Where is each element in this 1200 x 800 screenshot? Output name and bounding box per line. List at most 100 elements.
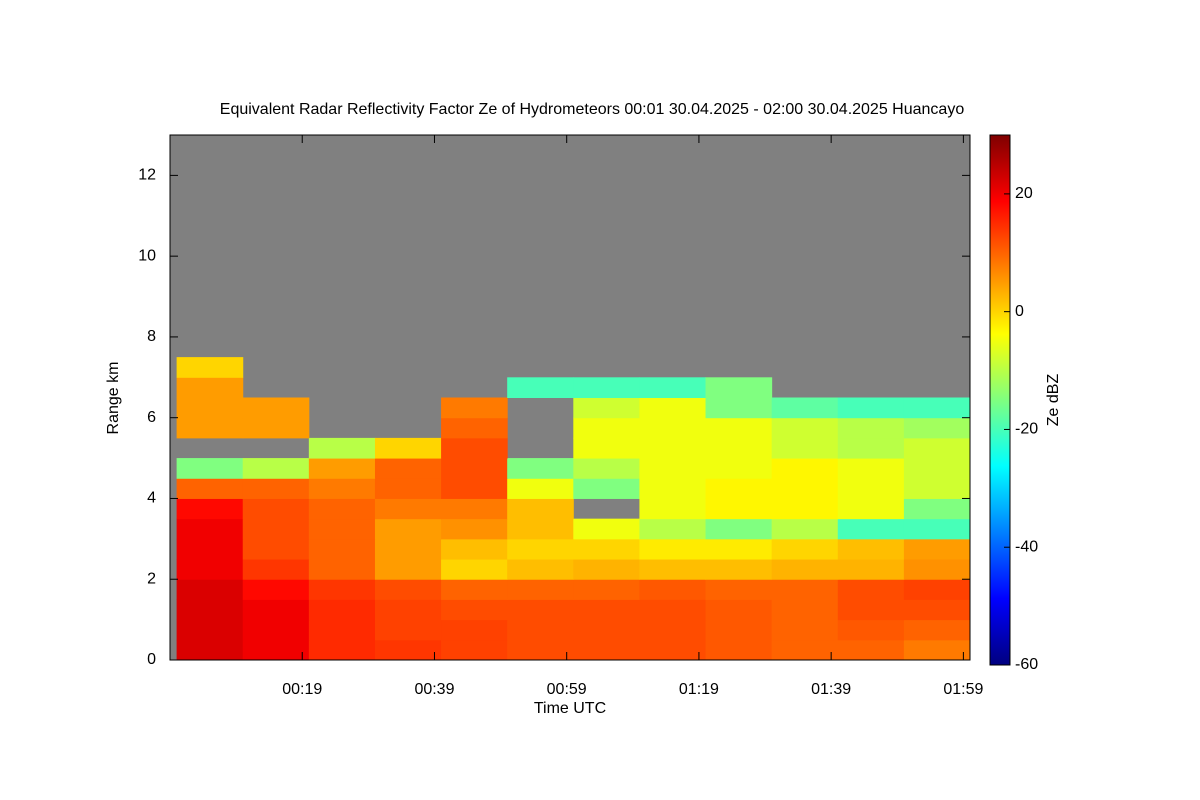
colorbar-tick-label: 0 (1015, 303, 1024, 320)
heatmap-cell (441, 518, 508, 540)
heatmap-cell (507, 619, 574, 641)
heatmap-cell (176, 357, 244, 378)
heatmap-cell (837, 417, 905, 439)
heatmap-cell (308, 538, 376, 560)
heatmap-cell (374, 619, 442, 641)
heatmap-cell (705, 559, 773, 580)
y-tick-label: 0 (147, 651, 156, 668)
colorbar-tick-label: -40 (1015, 538, 1038, 555)
heatmap-cell (242, 579, 310, 600)
heatmap-cell (705, 599, 773, 621)
heatmap-cell (242, 478, 310, 499)
heatmap-cell (771, 538, 839, 560)
heatmap-cell (441, 397, 508, 419)
x-axis-label: Time UTC (534, 700, 606, 717)
colorbar-tick-label: 20 (1015, 185, 1033, 202)
heatmap-cell (639, 538, 707, 560)
colorbar (989, 134, 1011, 666)
heatmap-cell (771, 639, 839, 661)
heatmap-cell (573, 599, 640, 621)
heatmap-cell (639, 377, 707, 398)
heatmap-cell (242, 599, 310, 621)
heatmap-cell (837, 599, 905, 621)
heatmap-cell (903, 559, 971, 580)
heatmap-cell (242, 458, 310, 479)
heatmap-cell (573, 518, 640, 540)
heatmap-cell (374, 478, 442, 499)
heatmap-cell (573, 478, 640, 499)
heatmap-cell (242, 397, 310, 419)
x-tick-label: 00:59 (547, 681, 587, 698)
heatmap-cell (771, 478, 839, 499)
heatmap-cell (374, 518, 442, 540)
y-tick-label: 6 (147, 409, 156, 426)
heatmap-cell (374, 437, 442, 459)
heatmap-cell (176, 397, 244, 419)
heatmap-cell (242, 639, 310, 661)
heatmap-cell (441, 437, 508, 459)
heatmap-cell (573, 538, 640, 560)
y-tick-label: 8 (147, 328, 156, 345)
heatmap-cell (837, 579, 905, 600)
heatmap-cell (837, 397, 905, 419)
heatmap-cell (771, 619, 839, 641)
heatmap-cell (705, 478, 773, 499)
heatmap-cell (308, 498, 376, 520)
heatmap-cell (837, 437, 905, 459)
heatmap-cell (507, 579, 574, 600)
heatmap-cell (837, 498, 905, 520)
heatmap-cell (771, 518, 839, 540)
chart-title: Equivalent Radar Reflectivity Factor Ze … (220, 101, 965, 118)
heatmap-cell (771, 579, 839, 600)
heatmap-cell (771, 498, 839, 520)
heatmap-cell (441, 498, 508, 520)
heatmap-cell (903, 619, 971, 641)
colorbar-tick-label: -60 (1015, 656, 1038, 673)
heatmap-cell (374, 639, 442, 661)
heatmap-cell (507, 498, 574, 520)
heatmap-cell (507, 377, 574, 398)
heatmap-cell (308, 619, 376, 641)
heatmap-cell (639, 639, 707, 661)
heatmap-cell (441, 639, 508, 661)
heatmap-cell (507, 518, 574, 540)
heatmap-cell (176, 639, 244, 661)
heatmap-cell (308, 599, 376, 621)
heatmap-cell (903, 498, 971, 520)
heatmap-cell (705, 377, 773, 398)
heatmap-cell (837, 478, 905, 499)
heatmap-cell (176, 579, 244, 600)
heatmap-cell (771, 397, 839, 419)
heatmap-cell (507, 559, 574, 580)
heatmap-cell (308, 579, 376, 600)
heatmap-cell (705, 437, 773, 459)
heatmap-cell (837, 559, 905, 580)
heatmap-cell (507, 458, 574, 479)
heatmap-cell (441, 478, 508, 499)
heatmap-cell (242, 518, 310, 540)
heatmap-cell (441, 619, 508, 641)
heatmap-cell (837, 619, 905, 641)
heatmap-cell (441, 538, 508, 560)
heatmap-cell (308, 518, 376, 540)
heatmap-cell (639, 579, 707, 600)
heatmap-cell (639, 437, 707, 459)
heatmap-cell (176, 619, 244, 641)
heatmap-cell (837, 538, 905, 560)
heatmap-cell (639, 518, 707, 540)
heatmap-cell (441, 559, 508, 580)
heatmap-cell (176, 538, 244, 560)
heatmap-cell (573, 397, 640, 419)
heatmap-cell (705, 639, 773, 661)
heatmap-cell (639, 559, 707, 580)
heatmap-cell (705, 579, 773, 600)
heatmap-cell (573, 458, 640, 479)
heatmap-cell (441, 579, 508, 600)
plot-frame (169, 134, 971, 661)
x-tick-label: 00:39 (414, 681, 454, 698)
heatmap-cell (639, 478, 707, 499)
heatmap-cell (639, 599, 707, 621)
heatmap-cell (374, 498, 442, 520)
heatmap-cell (176, 478, 244, 499)
heatmap-cell (573, 559, 640, 580)
